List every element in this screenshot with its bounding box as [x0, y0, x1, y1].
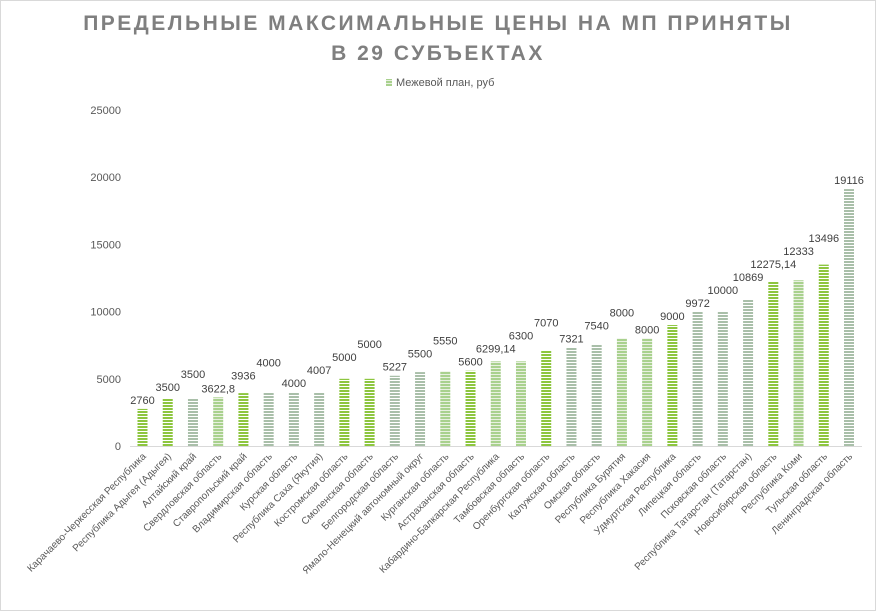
- bar: [389, 375, 400, 446]
- bar: [137, 408, 148, 446]
- bar: [642, 338, 653, 446]
- bar: [591, 344, 602, 446]
- data-label: 5000: [332, 352, 356, 364]
- data-label: 12333: [783, 246, 814, 258]
- bar: [213, 397, 224, 446]
- data-label: 10869: [733, 272, 764, 284]
- data-label: 2760: [130, 395, 154, 407]
- y-tick-label: 0: [115, 441, 121, 453]
- bar: [717, 311, 728, 446]
- bar: [339, 378, 350, 446]
- data-label: 5600: [458, 357, 482, 369]
- data-label: 4000: [282, 378, 306, 390]
- data-label: 6300: [509, 331, 533, 343]
- bar: [364, 378, 375, 446]
- bars: [137, 189, 854, 446]
- bar: [616, 338, 627, 446]
- bar: [541, 350, 552, 446]
- data-label: 7070: [534, 318, 558, 330]
- data-label: 12275,14: [750, 259, 796, 271]
- data-label: 8000: [610, 308, 634, 320]
- y-tick-label: 20000: [90, 172, 121, 184]
- bar: [465, 370, 476, 446]
- bar: [692, 311, 703, 446]
- data-label: 6299,14: [476, 344, 516, 356]
- data-label: 4007: [307, 365, 331, 377]
- bar: [566, 347, 577, 446]
- bar: [844, 189, 854, 446]
- bar: [187, 398, 198, 446]
- bar: [440, 371, 451, 446]
- data-label: 7540: [584, 321, 608, 333]
- bar: [515, 361, 526, 446]
- data-label: 5500: [408, 349, 432, 361]
- bar: [667, 325, 678, 446]
- data-label: 3500: [155, 382, 179, 394]
- data-label: 4000: [256, 357, 280, 369]
- data-label: 3500: [181, 369, 205, 381]
- x-axis-labels: Карачаево-Черкесская РеспубликаРеспублик…: [25, 450, 855, 576]
- data-label: 3622,8: [201, 383, 235, 395]
- y-axis: 0 5000 10000 15000 20000 25000: [90, 105, 121, 453]
- chart-title-line-2: В 29 СУБЪЕКТАХ: [331, 42, 545, 65]
- y-tick-label: 5000: [97, 374, 121, 386]
- data-label: 5000: [357, 339, 381, 351]
- bar: [263, 392, 274, 446]
- legend-label: Межевой план, руб: [396, 77, 494, 89]
- x-tick-label: Республика Адыгея (Адыгея): [70, 451, 174, 555]
- data-label: 19116: [834, 175, 864, 187]
- y-tick-label: 10000: [90, 307, 121, 319]
- data-label: 9000: [660, 311, 684, 323]
- bar: [793, 280, 804, 446]
- bar: [288, 392, 299, 446]
- x-tick-label: Карачаево-Черкесская Республика: [25, 450, 149, 574]
- data-label: 9972: [685, 298, 709, 310]
- bar: [314, 392, 325, 446]
- data-labels: 2760350035003622,83936400040004007500050…: [130, 175, 864, 407]
- y-tick-label: 25000: [90, 105, 121, 117]
- y-tick-label: 15000: [90, 239, 121, 251]
- data-label: 10000: [708, 285, 739, 297]
- legend: Межевой план, руб: [386, 77, 494, 89]
- bar: [743, 299, 754, 446]
- bar: [768, 281, 779, 446]
- bar: [238, 393, 249, 446]
- chart-title-line-1: ПРЕДЕЛЬНЫЕ МАКСИМАЛЬНЫЕ ЦЕНЫ НА МП ПРИНЯ…: [83, 12, 793, 35]
- data-label: 13496: [808, 233, 839, 245]
- legend-swatch: [386, 79, 392, 86]
- data-label: 5227: [383, 362, 407, 374]
- data-label: 8000: [635, 324, 659, 336]
- data-label: 5550: [433, 336, 457, 348]
- bar: [162, 398, 173, 446]
- bar: [415, 372, 426, 446]
- data-label: 3936: [231, 370, 255, 382]
- data-label: 7321: [559, 334, 583, 346]
- bar: [818, 264, 829, 446]
- bar: [490, 361, 501, 446]
